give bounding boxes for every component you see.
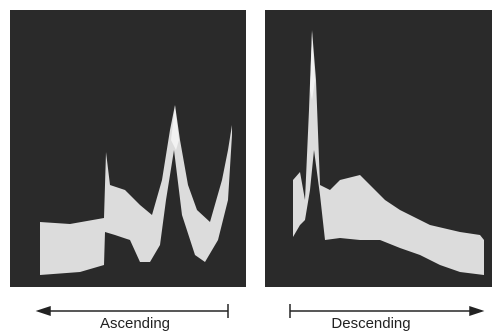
direction-label: Ascending [100, 315, 170, 332]
page: Ascending Descending (() => { const data… [0, 0, 498, 334]
arrow-head [38, 307, 50, 315]
arrow-head [470, 307, 482, 315]
figure: Ascending Descending [0, 0, 498, 334]
direction-label: Descending [331, 315, 410, 332]
